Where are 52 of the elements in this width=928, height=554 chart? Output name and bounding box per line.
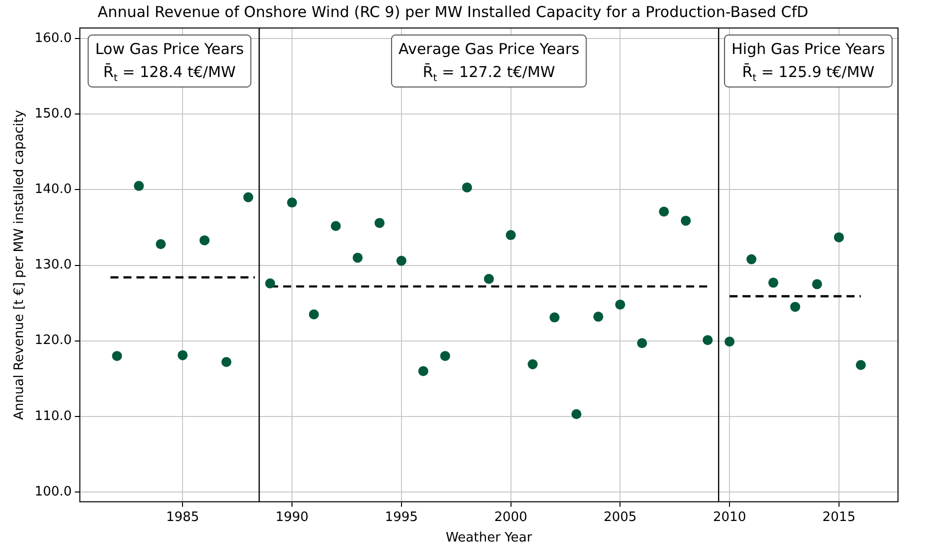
x-tick-label: 1985 — [166, 510, 200, 525]
point — [658, 206, 669, 217]
point — [352, 252, 363, 263]
y-tick-label: 110.0 — [34, 408, 72, 424]
point — [790, 302, 800, 312]
x-tick-label: 2000 — [494, 510, 528, 525]
point — [265, 278, 276, 288]
point — [812, 279, 822, 290]
x-tick-label: 2015 — [822, 510, 856, 525]
y-tick-label: 140.0 — [34, 182, 72, 198]
point — [440, 350, 450, 361]
point — [746, 254, 756, 264]
point — [856, 360, 866, 370]
point — [637, 338, 648, 348]
point — [550, 312, 560, 322]
point — [243, 192, 254, 202]
point — [330, 220, 341, 231]
point — [200, 235, 210, 246]
point — [374, 218, 385, 228]
point — [287, 198, 298, 208]
point — [156, 239, 166, 250]
point — [134, 180, 144, 191]
point — [615, 300, 626, 310]
point — [418, 366, 428, 376]
point — [506, 230, 516, 240]
x-tick-label: 1990 — [275, 510, 309, 525]
x-axis-title: Weather Year — [446, 530, 533, 546]
chart-title: Annual Revenue of Onshore Wind (RC 9) per MW Installed Capacity for a Production-Based CfD — [98, 2, 808, 21]
point — [680, 216, 691, 226]
point — [462, 182, 472, 192]
x-tick-label: 2010 — [713, 510, 746, 525]
y-tick-label: 160.0 — [34, 30, 72, 46]
point — [178, 350, 188, 360]
point — [221, 357, 232, 368]
point — [571, 409, 582, 420]
point — [528, 359, 538, 370]
y-tick-label: 130.0 — [34, 258, 72, 273]
y-axis-title: Annual Revenue [t €] per MW installed capacity — [12, 110, 28, 420]
point — [834, 232, 844, 242]
y-tick-label: 120.0 — [34, 333, 72, 348]
y-tick-label: 150.0 — [34, 106, 72, 122]
y-tick-label: 100.0 — [34, 484, 72, 500]
point — [308, 309, 319, 320]
point — [112, 350, 122, 361]
point — [396, 256, 406, 266]
x-tick-label: 1995 — [384, 510, 418, 525]
point — [593, 312, 604, 322]
point — [724, 336, 735, 347]
point — [702, 335, 713, 346]
point — [484, 274, 494, 284]
x-tick-label: 2005 — [604, 510, 637, 525]
point — [768, 278, 778, 288]
